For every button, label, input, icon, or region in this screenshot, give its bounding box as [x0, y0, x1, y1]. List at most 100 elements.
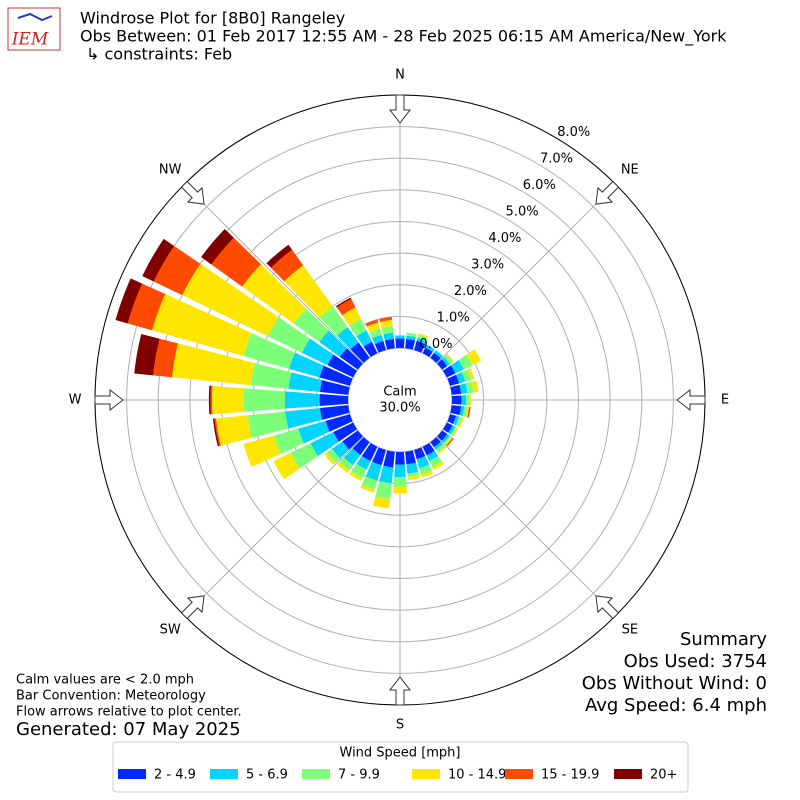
flow-arrow [595, 180, 620, 205]
logo-text: IEM [11, 30, 49, 50]
bar-segment [208, 385, 211, 415]
legend-label: 10 - 14.9 [448, 768, 506, 783]
bar-segment [361, 476, 378, 490]
compass-label: S [396, 718, 404, 733]
logo: IEM [7, 7, 61, 51]
bar-segment [422, 347, 433, 358]
compass-label: W [69, 393, 82, 408]
bar-segment [445, 436, 453, 446]
bar-segment [393, 477, 407, 487]
bar-segment [394, 464, 406, 478]
summary: Summary [680, 629, 767, 650]
bar-segment [351, 463, 367, 479]
bar-segment [466, 394, 470, 406]
bar-segment [243, 388, 286, 412]
bar-segment [416, 337, 427, 344]
bar-segment [298, 420, 330, 444]
r-tick-label: 1.0% [437, 311, 470, 326]
bar-segment [450, 384, 462, 395]
bar-segment [405, 450, 416, 465]
bar-segment [425, 344, 435, 352]
calm-circle [349, 349, 451, 451]
calm-label: Calm [383, 385, 416, 400]
bar-segment [267, 317, 311, 353]
bar-segment [339, 348, 363, 370]
bar-segment [310, 432, 339, 457]
spoke [183, 436, 364, 617]
note: Calm values are < 2.0 mph [16, 673, 194, 688]
bar-segment [420, 470, 434, 478]
bar-segment [395, 451, 405, 465]
bar-segment [373, 496, 391, 509]
bar-segment [456, 416, 463, 427]
bars [115, 228, 482, 509]
bar-segment [247, 411, 289, 438]
bar-segment [375, 481, 392, 499]
bar-segment [325, 414, 353, 432]
bar-segment [214, 418, 221, 447]
compass-label: E [721, 393, 729, 408]
r-tick-label: 4.0% [488, 231, 521, 246]
flow-arrow [388, 676, 412, 706]
bar-segment [453, 415, 460, 426]
overlay: 0.0% 1.0% 2.0% 3.0% 4.0% 5.0% 6.0% 7.0% 8.0% Calm… [69, 68, 730, 733]
bar-segment [273, 428, 304, 454]
bar-segment [444, 435, 452, 445]
bar-segment [419, 464, 432, 475]
flow-arrow [94, 388, 124, 412]
bar-segment [153, 338, 178, 378]
bar-segment [356, 456, 371, 470]
legend-label: 5 - 6.9 [246, 768, 288, 783]
bar-segment [343, 448, 361, 466]
bar-segment [270, 249, 304, 282]
generated: Generated: 07 May 2025 [16, 719, 241, 740]
legend-title: Wind Speed [mph] [340, 746, 461, 761]
bar-segment [379, 316, 393, 323]
logo-mark [17, 12, 53, 22]
bar-segment [447, 414, 457, 425]
bar-segment [466, 349, 482, 366]
bar-segment [444, 354, 453, 365]
bar-segment [365, 461, 382, 481]
bar-segment [384, 338, 395, 350]
bar-segment [326, 448, 341, 463]
summary: Avg Speed: 6.4 mph [585, 695, 767, 716]
bar-segment [319, 306, 348, 336]
bar-segment [301, 338, 334, 366]
legend-frame [112, 741, 689, 793]
bar-segment [446, 437, 454, 447]
bar-segment [417, 334, 428, 342]
legend-swatch [505, 769, 533, 779]
bar-segment [201, 228, 234, 265]
bar-segment [369, 328, 382, 339]
bar-segment [211, 237, 261, 287]
bar-segment [459, 383, 468, 394]
r-tick-label: 8.0% [557, 125, 590, 140]
bar-segment [361, 442, 378, 462]
legend-swatch [614, 769, 642, 779]
compass-label: SE [622, 622, 638, 637]
bar-segment [451, 395, 462, 405]
bar-segment [324, 452, 336, 466]
bar-segment [349, 318, 367, 337]
r-tick-label: 3.0% [471, 258, 504, 273]
bar-segment [363, 341, 378, 358]
bar-segment [434, 350, 443, 359]
bar-segment [352, 437, 370, 456]
bar-segment [333, 422, 358, 442]
legend-swatch [412, 769, 440, 779]
bar-segment [467, 368, 475, 380]
bar-segment [406, 335, 416, 341]
bar-segment [448, 425, 456, 435]
bar-segment [212, 418, 220, 447]
spoke [436, 436, 617, 617]
bar-segment [422, 442, 435, 456]
compass-label: NE [621, 163, 639, 178]
bar-segment [437, 430, 448, 441]
bar-segment [285, 407, 323, 429]
bar-segment [216, 415, 252, 446]
note: Flow arrows relative to plot center. [16, 705, 242, 720]
bar-segment [374, 340, 386, 353]
bar-segment [462, 406, 468, 417]
r-tick-label: 2.0% [454, 284, 487, 299]
